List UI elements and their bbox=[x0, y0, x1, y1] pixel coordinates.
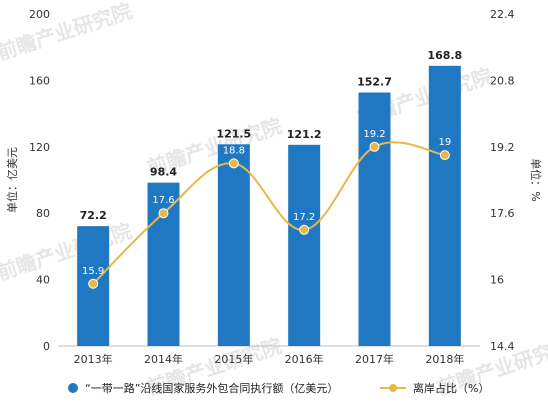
line-point bbox=[439, 150, 450, 161]
legend: “一带一路”沿线国家服务外包合同执行额（亿美元） 离岸占比（%） bbox=[68, 381, 489, 395]
y-left-tick-label: 80 bbox=[36, 207, 50, 220]
bar-value-label: 121.2 bbox=[287, 128, 322, 141]
axes: 0 40 80 120 160 200 14.4 16 17.6 19.2 20.8 22.4 2013… bbox=[5, 8, 543, 366]
data-labels: 72.2 98.4 121.5 121.2 152.7 168.8 15.9 17.6 18.8… bbox=[80, 49, 463, 277]
line-value-label: 17.2 bbox=[293, 212, 315, 223]
bar-value-label: 98.4 bbox=[150, 166, 177, 179]
x-tick-label: 2014年 bbox=[144, 352, 183, 366]
y-right-tick-label: 22.4 bbox=[490, 8, 515, 21]
watermark-text: 前瞻产业研究院 bbox=[0, 0, 135, 65]
line-point bbox=[158, 208, 169, 219]
x-tick-label: 2016年 bbox=[285, 352, 324, 366]
y-right-tick-label: 14.4 bbox=[490, 340, 515, 353]
bar-series bbox=[77, 65, 461, 347]
line-point bbox=[88, 278, 99, 289]
line-value-label: 18.8 bbox=[223, 145, 245, 156]
y-left-tick-label: 160 bbox=[29, 74, 50, 87]
x-tick-label: 2018年 bbox=[425, 352, 464, 366]
x-tick-label: 2015年 bbox=[214, 352, 253, 366]
watermark-text: 前瞻产业研究院 bbox=[0, 219, 135, 285]
bar bbox=[217, 144, 250, 346]
y-left-tick-label: 0 bbox=[43, 340, 50, 353]
y-left-tick-label: 40 bbox=[36, 274, 50, 287]
legend-line-label: 离岸占比（%） bbox=[413, 381, 489, 395]
line-value-label: 15.9 bbox=[82, 266, 104, 277]
legend-bar-label: “一带一路”沿线国家服务外包合同执行额（亿美元） bbox=[85, 381, 338, 395]
bar-value-label: 168.8 bbox=[427, 49, 462, 62]
line-value-label: 17.6 bbox=[152, 195, 174, 206]
y-left-axis-title: 单位：亿美元 bbox=[5, 147, 19, 213]
bar bbox=[428, 65, 461, 347]
x-tick-label: 2013年 bbox=[74, 352, 113, 366]
legend-line-marker-dot bbox=[389, 384, 397, 392]
bar bbox=[288, 144, 321, 346]
line-point bbox=[299, 224, 310, 235]
bar bbox=[358, 92, 391, 346]
bar bbox=[147, 182, 180, 346]
y-left-tick-label: 120 bbox=[29, 141, 50, 154]
line-point bbox=[228, 158, 239, 169]
line-value-label: 19 bbox=[438, 137, 451, 148]
y-right-tick-label: 16 bbox=[490, 274, 504, 287]
bar-value-label: 152.7 bbox=[357, 76, 392, 89]
bar-value-label: 121.5 bbox=[216, 127, 251, 140]
y-right-axis-title: 单位：% bbox=[529, 158, 543, 201]
line-point bbox=[369, 141, 380, 152]
x-tick-label: 2017年 bbox=[355, 352, 394, 366]
line-series bbox=[88, 141, 450, 289]
line-value-label: 19.2 bbox=[363, 129, 385, 140]
legend-bar-marker bbox=[68, 383, 78, 393]
y-right-tick-label: 19.2 bbox=[490, 141, 515, 154]
bar-value-label: 72.2 bbox=[80, 209, 107, 222]
y-left-tick-label: 200 bbox=[29, 8, 50, 21]
y-right-tick-label: 17.6 bbox=[490, 207, 515, 220]
y-right-tick-label: 20.8 bbox=[490, 74, 515, 87]
